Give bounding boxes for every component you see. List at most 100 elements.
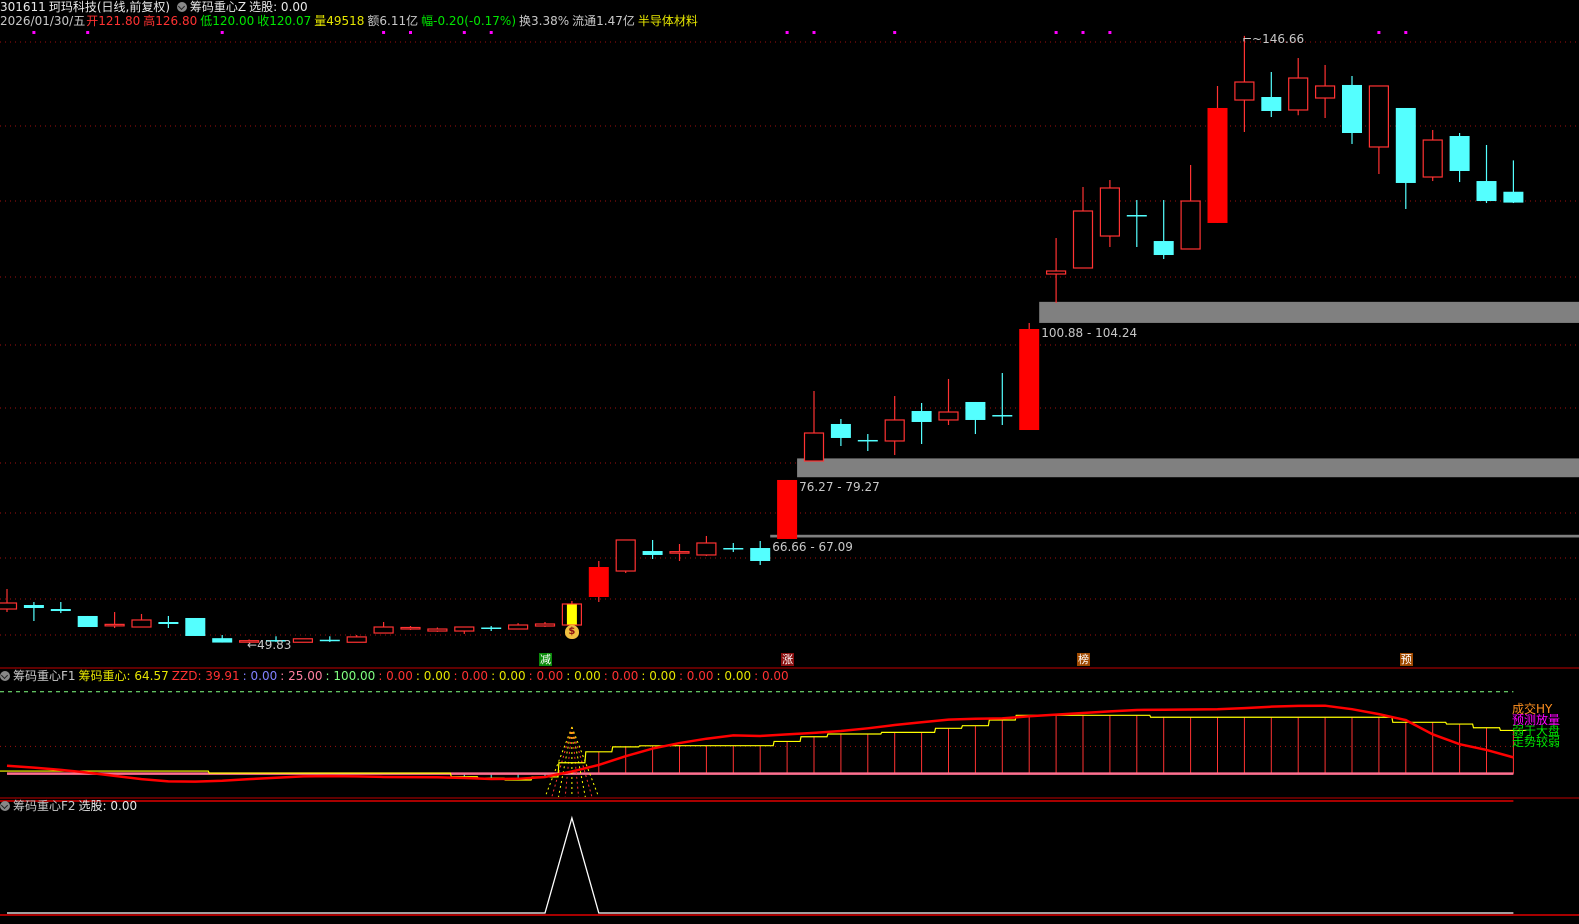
candle[interactable]: [292, 638, 313, 643]
candle[interactable]: [1395, 107, 1416, 209]
candle[interactable]: [1126, 200, 1147, 247]
candle[interactable]: [77, 615, 98, 628]
quote-sector[interactable]: 半导体材料: [637, 14, 698, 28]
candle-body: [534, 623, 556, 627]
low-price-label: ←49.83: [247, 638, 292, 652]
candle[interactable]: [1288, 58, 1309, 116]
candle[interactable]: [669, 543, 690, 561]
candle-body: [615, 539, 636, 572]
signal-dot: [893, 31, 897, 34]
f1-menu-icon[interactable]: [0, 671, 10, 681]
candle[interactable]: [777, 479, 798, 539]
candle[interactable]: [750, 540, 771, 566]
candle[interactable]: [373, 621, 394, 634]
candle-body: [1503, 191, 1524, 203]
candle[interactable]: [534, 621, 556, 628]
candle[interactable]: [1503, 160, 1524, 204]
candle[interactable]: [830, 418, 851, 446]
candle[interactable]: [723, 542, 744, 553]
candle-body: [346, 636, 367, 643]
candle[interactable]: [911, 402, 932, 444]
signal-dot: [462, 31, 466, 34]
candle[interactable]: [1342, 76, 1362, 144]
quote-change: 幅-0.20(-0.17%): [421, 14, 517, 28]
candle[interactable]: [1072, 186, 1094, 269]
f1-level-25: : 25.00: [280, 669, 323, 683]
candle[interactable]: [938, 378, 959, 425]
candle[interactable]: [884, 396, 905, 456]
signal-dot: [382, 31, 386, 34]
candle[interactable]: [1261, 71, 1282, 118]
candle[interactable]: [642, 539, 663, 559]
low-price-value: 49.83: [257, 638, 292, 652]
candle[interactable]: [1207, 85, 1228, 223]
candle[interactable]: [185, 617, 206, 636]
signal-dots: [32, 31, 1408, 34]
candle[interactable]: [427, 627, 448, 632]
candle[interactable]: [561, 600, 583, 626]
candle[interactable]: [266, 636, 286, 642]
candle[interactable]: [131, 613, 152, 628]
indicator-name[interactable]: 筹码重心Z: [189, 0, 247, 14]
candle[interactable]: [588, 560, 609, 602]
candle[interactable]: [615, 539, 636, 574]
candle[interactable]: [346, 635, 367, 643]
candle[interactable]: [857, 434, 878, 452]
candle[interactable]: [454, 626, 475, 634]
candle[interactable]: [803, 391, 825, 462]
quote-volume: 量49518: [314, 14, 365, 28]
candle[interactable]: [400, 626, 421, 631]
quote-bar: 2026/01/30/五开121.80 高126.80 低120.00 收120.07…: [0, 14, 701, 28]
candle[interactable]: [1449, 132, 1470, 183]
signal-dot: [409, 31, 412, 34]
quote-low: 低120.00: [200, 14, 255, 28]
candle[interactable]: [992, 373, 1013, 425]
candle[interactable]: [1019, 322, 1040, 431]
title-bar: 301611 珂玛科技(日线,前复权) 筹码重心Z 选股: 0.00: [0, 0, 311, 14]
f1-zzd-value: ZZD: 39.91: [171, 669, 240, 683]
candle[interactable]: [1314, 64, 1336, 119]
chip-tower-line: [551, 726, 573, 798]
candle-body: [669, 551, 690, 554]
f2-select-value: 选股: 0.00: [78, 799, 138, 813]
candle[interactable]: [1153, 200, 1174, 260]
candle[interactable]: [0, 589, 18, 613]
candle-body: [1153, 241, 1174, 256]
candlestick-series[interactable]: [0, 35, 1524, 643]
candle-body: [723, 548, 744, 550]
candle[interactable]: [104, 612, 125, 629]
candle[interactable]: [1045, 238, 1067, 303]
f2-header: 筹码重心F2 选股: 0.00: [0, 799, 140, 813]
candle[interactable]: [239, 639, 260, 643]
candle[interactable]: [50, 601, 71, 614]
candle[interactable]: [481, 626, 502, 632]
indicator-select-value: 选股: 0.00: [249, 0, 308, 14]
period-label[interactable]: (日线,前复权): [96, 0, 171, 14]
stock-code: 301611: [0, 0, 46, 14]
candle[interactable]: [1234, 35, 1255, 132]
candle[interactable]: [319, 636, 340, 642]
quote-float: 流通1.47亿: [572, 14, 635, 28]
f2-menu-icon[interactable]: [0, 801, 10, 811]
candle[interactable]: [23, 601, 44, 621]
candle-body: [1099, 187, 1121, 237]
chip-bands: [770, 301, 1579, 538]
candle[interactable]: [1422, 129, 1443, 182]
candle[interactable]: [965, 401, 986, 435]
candle[interactable]: [696, 535, 717, 556]
f2-title[interactable]: 筹码重心F2: [13, 799, 76, 813]
signal-dot: [32, 31, 36, 34]
candle-body: [1422, 139, 1443, 178]
candle[interactable]: [1180, 164, 1201, 250]
f1-title[interactable]: 筹码重心F1: [13, 669, 76, 683]
f1-extra-value: : 0.00: [716, 669, 752, 683]
indicator-menu-icon[interactable]: [176, 2, 187, 12]
candle[interactable]: [212, 635, 233, 643]
candle[interactable]: [158, 615, 179, 629]
candle-body: [212, 638, 233, 643]
candle[interactable]: [508, 623, 529, 630]
candle[interactable]: [1368, 85, 1390, 175]
candle[interactable]: [1099, 180, 1121, 247]
candle[interactable]: [1476, 144, 1497, 204]
